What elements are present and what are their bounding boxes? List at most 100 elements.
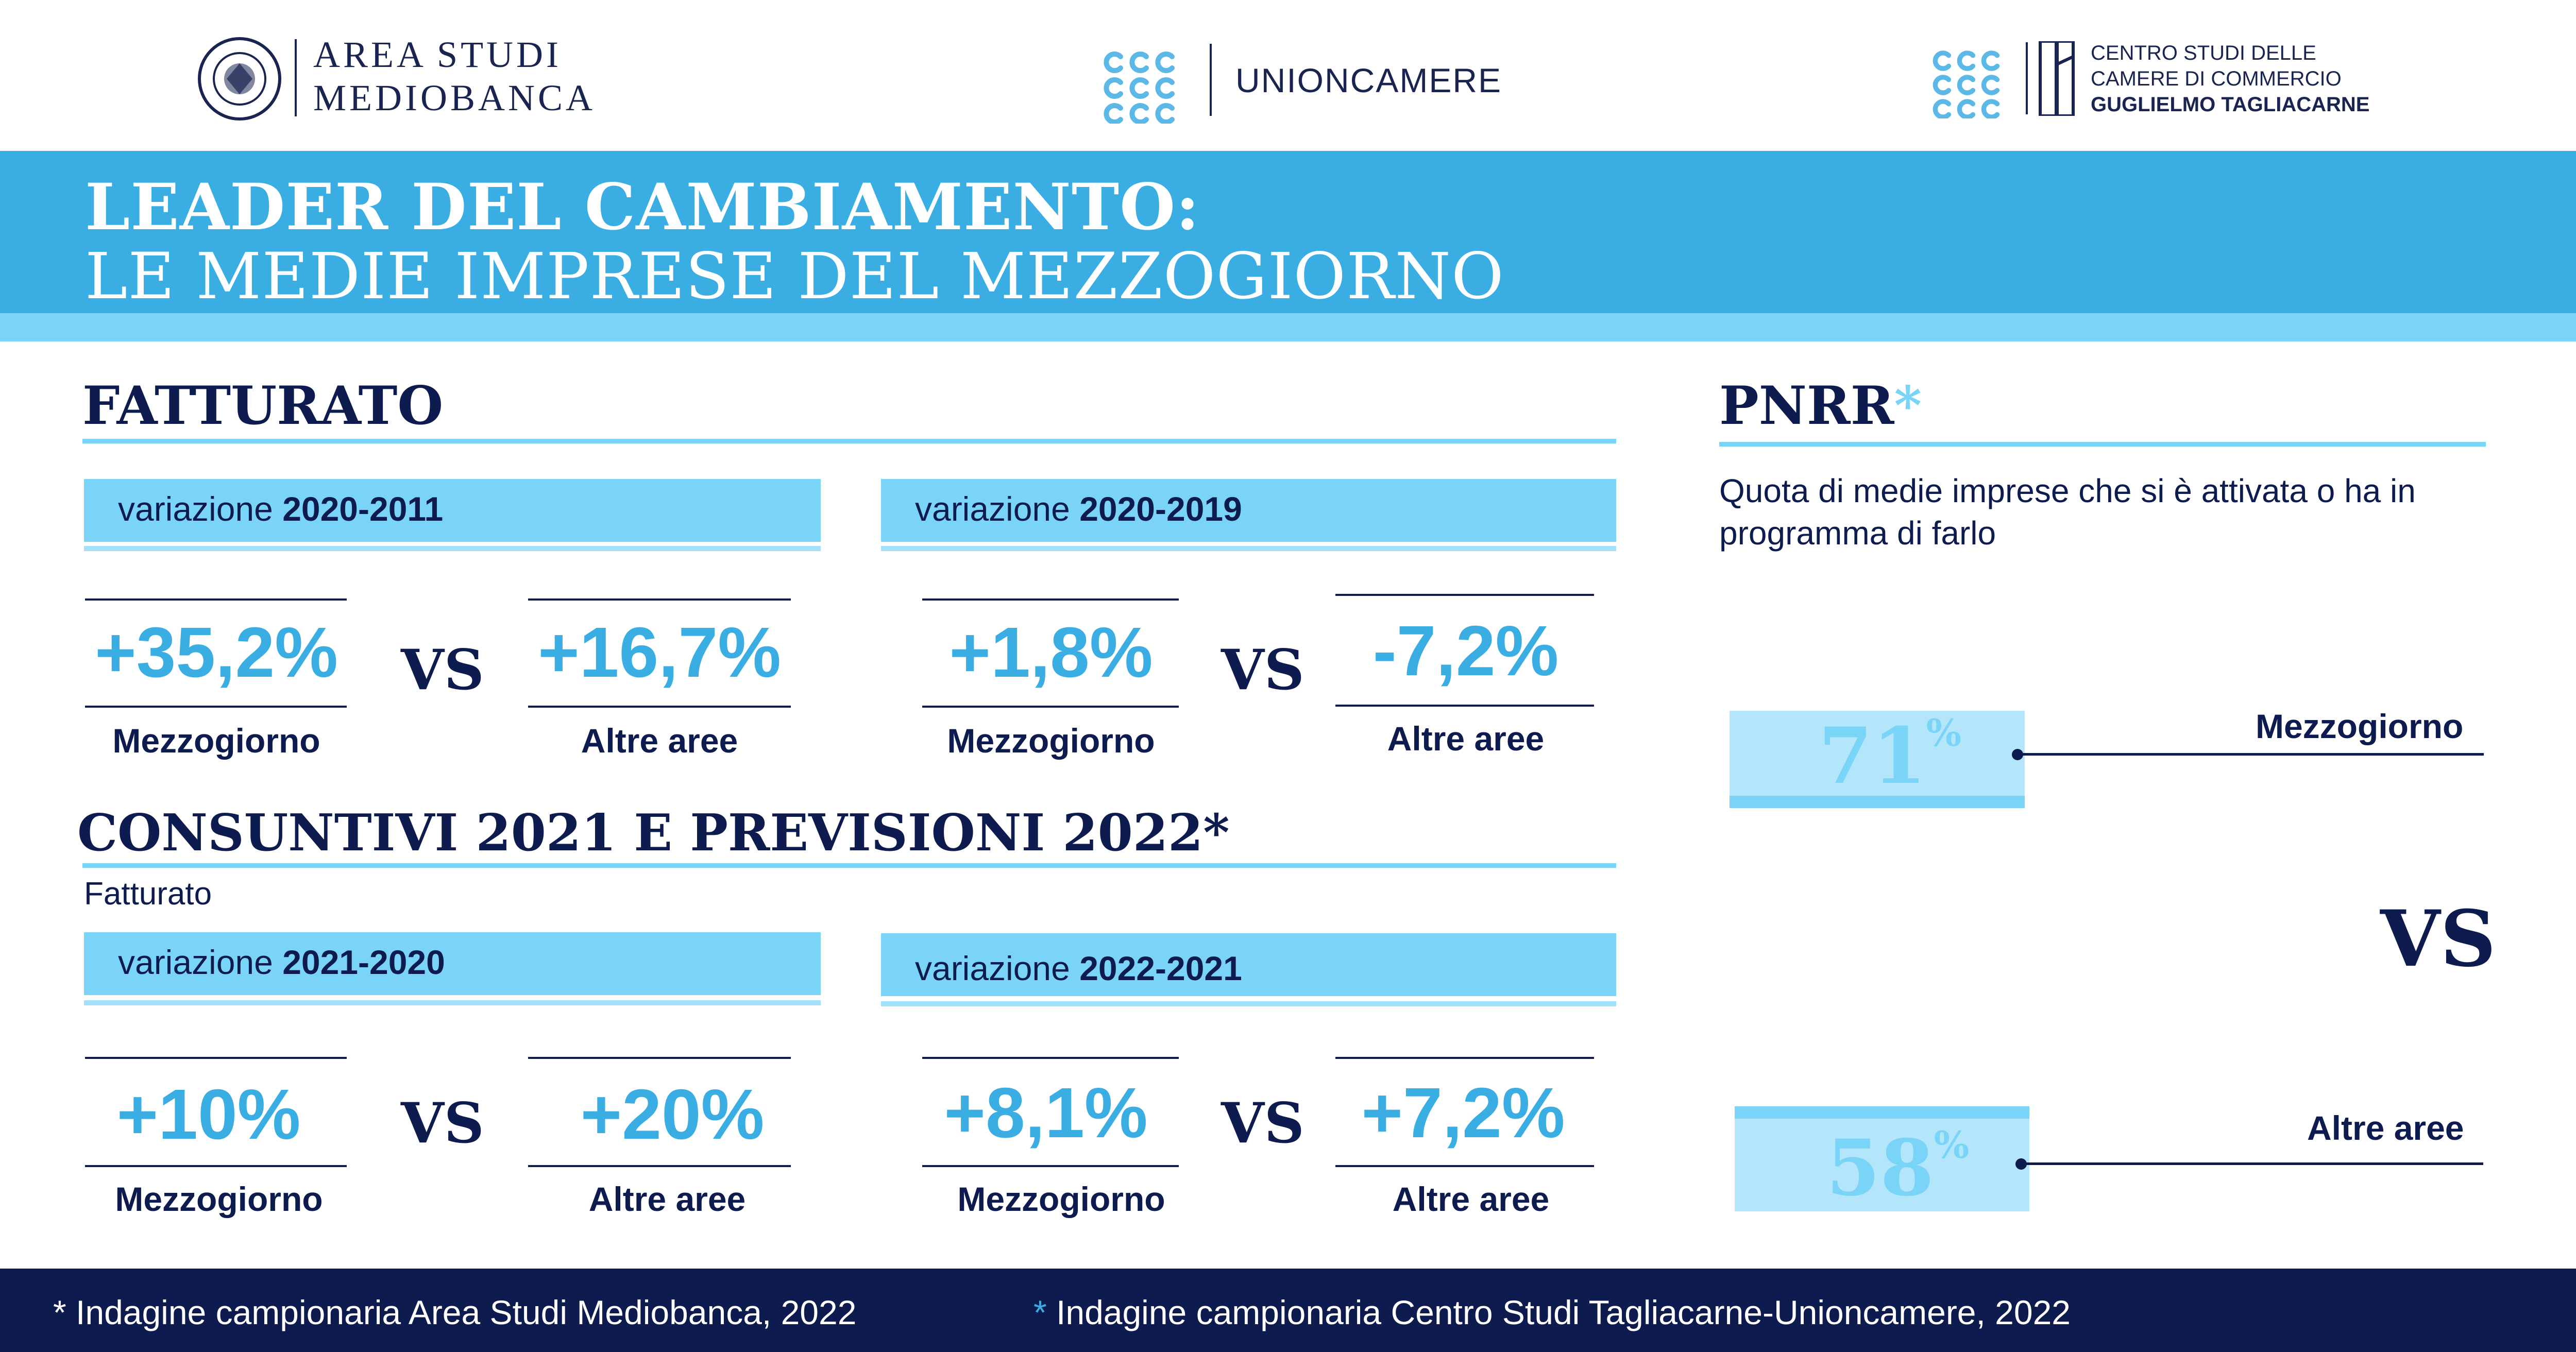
mezzogiorno-value: +8,1% bbox=[944, 1073, 1148, 1153]
footer bbox=[0, 1269, 2576, 1352]
pnrr-asterisk: * bbox=[1894, 375, 1922, 437]
pnrr-mezzogiorno-box bbox=[1730, 711, 2025, 796]
variation-label-2021-2020: variazione 2021-2020 bbox=[84, 932, 821, 995]
pnrr-mezzogiorno-label: Mezzogiorno bbox=[2256, 707, 2464, 745]
variation-underline bbox=[881, 1001, 1616, 1006]
value-topline bbox=[85, 598, 347, 601]
pnrr-altre-number: 58 bbox=[1826, 1123, 1934, 1213]
vs-label: VS bbox=[401, 638, 484, 703]
footer-note-text: Indagine campionaria Centro Studi Taglia… bbox=[1046, 1293, 2071, 1331]
variation-period: 2021-2020 bbox=[282, 943, 445, 981]
tagliacarne-logo-icon bbox=[2039, 41, 2075, 116]
vs-label: VS bbox=[1221, 1091, 1304, 1156]
mezzogiorno-value: +10% bbox=[116, 1075, 301, 1154]
mediobanca-logo: AREA STUDI MEDIOBANCA bbox=[196, 34, 618, 123]
value-topline bbox=[528, 598, 791, 601]
pnrr-altre-box bbox=[1735, 1119, 2029, 1211]
value-bottomline bbox=[528, 706, 791, 708]
variation-prefix: variazione bbox=[118, 490, 273, 528]
mezzogiorno-label: Mezzogiorno bbox=[112, 722, 320, 760]
title-banner bbox=[0, 151, 2576, 313]
variation-underline bbox=[84, 1000, 821, 1005]
pnrr-altre-label: Altre aree bbox=[2307, 1109, 2464, 1147]
pnrr-altre-topline bbox=[1735, 1106, 2029, 1119]
value-topline bbox=[922, 1057, 1179, 1059]
variation-underline bbox=[84, 546, 821, 551]
tagliacarne-divider bbox=[2026, 42, 2028, 114]
mezzogiorno-label: Mezzogiorno bbox=[115, 1180, 323, 1218]
variation-label-2020-2011: variazione 2020-2011 bbox=[84, 479, 821, 542]
footer-note-mediobanca: * Indagine campionaria Area Studi Mediob… bbox=[53, 1293, 857, 1331]
pnrr-mezzogiorno-value: 71% bbox=[1819, 711, 1961, 801]
variation-prefix: variazione bbox=[915, 949, 1070, 987]
tagliacarne-line2: CAMERE DI COMMERCIO bbox=[2091, 67, 2342, 90]
vs-label: VS bbox=[1221, 638, 1304, 703]
leader-line bbox=[2021, 1162, 2483, 1165]
consuntivi-heading: CONSUNTIVI 2021 E PREVISIONI 2022* bbox=[77, 803, 1230, 863]
pnrr-rule bbox=[1719, 442, 2486, 447]
variation-prefix: variazione bbox=[915, 490, 1070, 528]
variation-prefix: variazione bbox=[118, 943, 273, 981]
altre-aree-label: Altre aree bbox=[588, 1180, 746, 1218]
mediobanca-seal-icon bbox=[198, 37, 281, 121]
altre-aree-label: Altre aree bbox=[1387, 720, 1545, 758]
unioncamere-divider bbox=[1210, 44, 1212, 116]
mezzogiorno-value: +35,2% bbox=[95, 613, 338, 692]
page-title-line1: LEADER DEL CAMBIAMENTO: bbox=[85, 170, 1200, 245]
pnrr-vs-label: VS bbox=[2380, 894, 2496, 984]
mediobanca-line2: MEDIOBANCA bbox=[313, 77, 596, 118]
footer-note-tagliacarne: * Indagine campionaria Centro Studi Tagl… bbox=[1033, 1293, 2071, 1332]
unioncamere-logo: UNIONCAMERE bbox=[1097, 36, 1530, 124]
variation-label-2020-2019: variazione 2020-2019 bbox=[881, 479, 1616, 542]
value-bottomline bbox=[922, 706, 1179, 708]
tagliacarne-line1: CENTRO STUDI DELLE bbox=[2091, 42, 2316, 64]
altre-aree-value: +7,2% bbox=[1361, 1073, 1565, 1153]
title-banner-strip bbox=[0, 313, 2576, 341]
pnrr-mezzogiorno-number: 71 bbox=[1819, 711, 1926, 801]
consuntivi-subheading: Fatturato bbox=[84, 876, 212, 912]
consuntivi-rule bbox=[82, 863, 1616, 868]
value-topline bbox=[85, 1057, 347, 1059]
leader-line bbox=[2018, 753, 2484, 756]
value-topline bbox=[528, 1057, 791, 1059]
unioncamere-logo-icon bbox=[1104, 52, 1175, 124]
vs-label: VS bbox=[401, 1091, 484, 1156]
variation-underline bbox=[881, 546, 1616, 551]
pnrr-altre-value: 58% bbox=[1826, 1123, 1969, 1213]
variation-period: 2022-2021 bbox=[1079, 949, 1242, 987]
page-title-line2: LE MEDIE IMPRESE DEL MEZZOGIORNO bbox=[85, 239, 1504, 314]
unioncamere-label: UNIONCAMERE bbox=[1235, 61, 1502, 99]
pnrr-mezzogiorno-unit: % bbox=[1926, 711, 1962, 755]
mediobanca-line1: AREA STUDI bbox=[313, 34, 562, 75]
tagliacarne-logo: CENTRO STUDI DELLE CAMERE DI COMMERCIO G… bbox=[1927, 36, 2432, 124]
variation-label-2022-2021: variazione 2022-2021 bbox=[881, 933, 1616, 996]
unioncamere-logo-icon bbox=[1933, 50, 2000, 118]
value-bottomline bbox=[1335, 705, 1594, 707]
value-topline bbox=[922, 598, 1179, 601]
altre-aree-value: +16,7% bbox=[538, 613, 781, 692]
value-bottomline bbox=[922, 1165, 1179, 1167]
pnrr-altre-unit: % bbox=[1934, 1123, 1970, 1167]
value-bottomline bbox=[85, 1165, 347, 1167]
value-bottomline bbox=[85, 706, 347, 708]
value-topline bbox=[1335, 594, 1594, 596]
pnrr-heading-text: PNRR bbox=[1719, 375, 1894, 437]
tagliacarne-line3: GUGLIELMO TAGLIACARNE bbox=[2091, 93, 2370, 116]
fatturato-heading: FATTURATO bbox=[82, 375, 444, 437]
pnrr-description: Quota di medie imprese che si è attivata… bbox=[1719, 472, 2416, 552]
altre-aree-value: -7,2% bbox=[1372, 611, 1559, 691]
value-bottomline bbox=[528, 1165, 791, 1167]
altre-aree-label: Altre aree bbox=[581, 722, 738, 760]
altre-aree-value: +20% bbox=[580, 1075, 765, 1154]
mezzogiorno-label: Mezzogiorno bbox=[957, 1180, 1165, 1218]
value-bottomline bbox=[1335, 1165, 1594, 1167]
value-topline bbox=[1335, 1057, 1594, 1059]
variation-period: 2020-2011 bbox=[282, 490, 444, 528]
mediobanca-divider bbox=[295, 39, 297, 116]
pnrr-heading: PNRR* bbox=[1719, 375, 1922, 437]
mezzogiorno-value: +1,8% bbox=[949, 613, 1153, 692]
variation-period: 2020-2019 bbox=[1079, 490, 1242, 528]
pnrr-mezzogiorno-underline bbox=[1730, 796, 2025, 808]
fatturato-rule bbox=[82, 439, 1616, 443]
mezzogiorno-label: Mezzogiorno bbox=[947, 722, 1155, 760]
